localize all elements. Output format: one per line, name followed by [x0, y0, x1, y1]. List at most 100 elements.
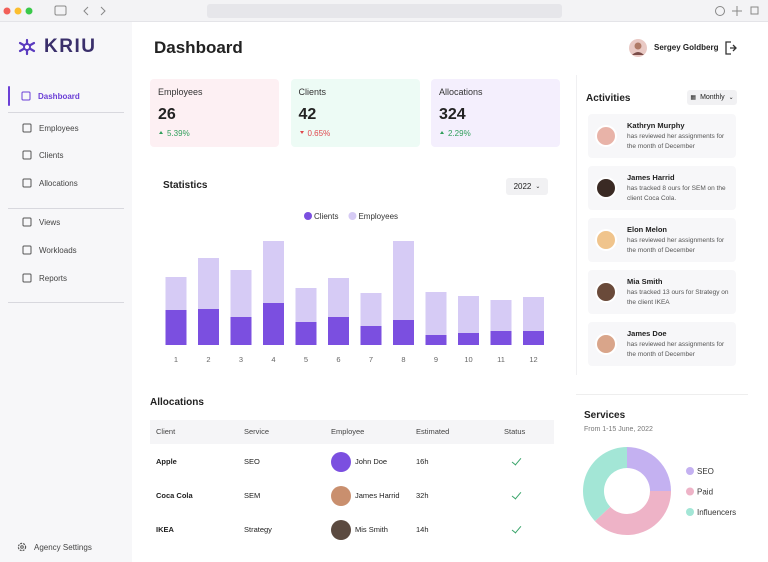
- activity-text: has tracked 8 ours for SEM on the client…: [627, 185, 726, 202]
- kpi-value: 324: [439, 106, 466, 123]
- nav-label: Reports: [39, 273, 68, 283]
- logout-button[interactable]: [725, 41, 737, 55]
- donut-segment: [627, 447, 671, 491]
- period-dropdown[interactable]: ▦ Monthly ⌄: [687, 90, 737, 105]
- icon: [22, 178, 32, 188]
- icon: [17, 542, 27, 552]
- nav-label: Workloads: [39, 245, 77, 255]
- x-tick-label: 4: [271, 355, 275, 364]
- donut-segment: [583, 447, 627, 522]
- nav-label: Dashboard: [38, 91, 80, 101]
- icon-shape: [22, 150, 32, 160]
- logo-text: KRIU: [44, 36, 97, 57]
- icon: [21, 91, 31, 101]
- table-column-header: Service: [244, 427, 270, 436]
- x-tick-label: 3: [239, 355, 243, 364]
- services-subtitle: From 1-15 June, 2022: [584, 426, 653, 433]
- legend-swatch: [348, 212, 357, 220]
- nav-item[interactable]: Reports: [22, 271, 122, 285]
- separator: [8, 302, 124, 303]
- bar-segment: [393, 241, 414, 320]
- bar-segment: [263, 241, 284, 303]
- nav-item[interactable]: Employees: [22, 121, 122, 135]
- table-cell: 16h: [416, 457, 429, 466]
- table-cell: SEM: [244, 491, 261, 500]
- activity-avatar: [595, 333, 617, 355]
- kpi-card: Employees 26 5.39%: [150, 79, 279, 147]
- table-cell: James Harrid: [355, 491, 400, 500]
- x-tick-label: 10: [464, 355, 472, 364]
- sidebar: KRIU Dashboard Employees Clients Allocation…: [0, 22, 132, 562]
- activity-avatar: [595, 281, 617, 303]
- nav-item[interactable]: Views: [22, 215, 122, 229]
- legend-swatch: [686, 467, 694, 475]
- activity-name: Elon Melon: [627, 225, 667, 234]
- x-tick-label: 5: [304, 355, 308, 364]
- x-tick-label: 6: [336, 355, 340, 364]
- user-name[interactable]: Sergey Goldberg: [654, 43, 719, 52]
- page-title: Dashboard: [154, 38, 243, 57]
- legend-label: Employees: [358, 212, 398, 221]
- activity-avatar: [595, 177, 617, 199]
- employee-avatar: [331, 452, 351, 472]
- bar-segment: [198, 258, 219, 309]
- x-tick-label: 8: [401, 355, 405, 364]
- kpi-value: 26: [158, 106, 176, 123]
- table-cell: IKEA: [156, 525, 174, 534]
- kpi-change: 2.29%: [448, 129, 471, 138]
- x-tick-label: 12: [529, 355, 537, 364]
- legend-swatch: [686, 508, 694, 516]
- table-header: [150, 420, 554, 444]
- employee-avatar: [331, 520, 351, 540]
- kpi-label: Clients: [298, 87, 327, 97]
- legend-label: Paid: [697, 488, 713, 497]
- table-cell: John Doe: [355, 457, 388, 466]
- icon: [22, 245, 32, 255]
- activity-text: has reviewed her assignments for the mon…: [627, 237, 725, 254]
- activity-avatar: [595, 125, 617, 147]
- legend-swatch: [304, 212, 312, 220]
- nav-item[interactable]: Clients: [22, 148, 122, 162]
- legend-swatch: [686, 487, 694, 496]
- activity-name: Mia Smith: [627, 277, 663, 286]
- nav-label: Clients: [39, 150, 64, 160]
- activity-card: James Harrid has tracked 8 ours for SEM o…: [588, 166, 736, 210]
- settings-link[interactable]: Agency Settings: [17, 540, 127, 554]
- kpi-label: Allocations: [439, 87, 483, 97]
- nav-label: Allocations: [39, 178, 78, 188]
- table-cell: Strategy: [244, 525, 272, 534]
- table-column-header: Client: [156, 427, 176, 436]
- legend-label: SEO: [697, 467, 714, 476]
- table-column-header: Estimated: [416, 427, 450, 436]
- icon: [22, 150, 32, 160]
- active-indicator: [8, 86, 10, 106]
- bar-segment: [198, 309, 219, 345]
- separator: [8, 208, 124, 209]
- icon-shape: [22, 178, 32, 188]
- activity-text: has reviewed her assignments for the mon…: [627, 341, 725, 358]
- separator: [8, 112, 124, 113]
- activity-name: Kathryn Murphy: [627, 121, 685, 130]
- bar-segment: [458, 333, 479, 345]
- bar-segment: [328, 317, 349, 345]
- period-value: Monthly: [700, 94, 725, 101]
- icon: [22, 217, 32, 227]
- table-cell: 32h: [416, 491, 429, 500]
- chevron: ⌄: [535, 184, 541, 190]
- x-tick-label: 9: [434, 355, 438, 364]
- bar-segment: [458, 296, 479, 333]
- nav-item[interactable]: Dashboard: [8, 86, 108, 106]
- activity-avatar: [595, 229, 617, 251]
- activity-name: James Doe: [627, 329, 667, 338]
- nav-item[interactable]: Workloads: [22, 243, 122, 257]
- activity-card: Kathryn Murphy has reviewed her assignmen…: [588, 114, 736, 158]
- chevron: ⌄: [728, 95, 734, 101]
- table-cell: 14h: [416, 525, 429, 534]
- year-dropdown[interactable]: 2022 ⌄: [506, 178, 548, 195]
- bar-segment: [425, 335, 447, 345]
- nav-item[interactable]: Allocations: [22, 176, 122, 190]
- bar-segment: [230, 270, 252, 317]
- calendar-icon: ▦: [690, 95, 697, 101]
- logo: KRIU: [16, 36, 96, 58]
